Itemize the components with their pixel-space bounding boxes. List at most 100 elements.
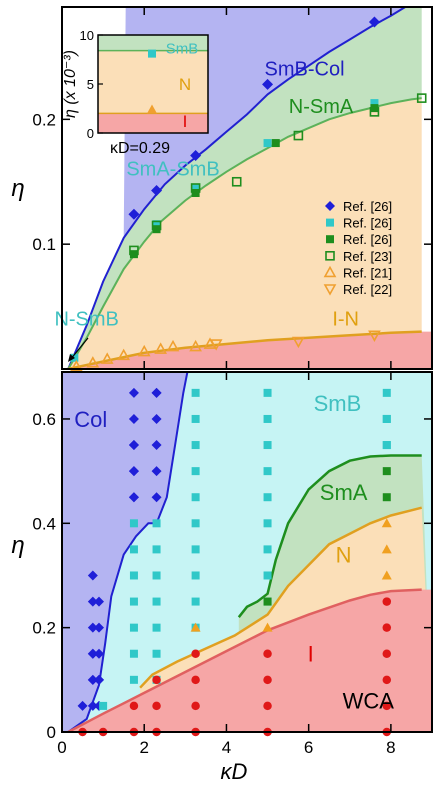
sma-region-top [68, 7, 422, 369]
bottom-point-s4-12 [263, 701, 272, 711]
legend-entry-1: Ref. [26] [343, 216, 392, 231]
top-point-s3-2 [190, 183, 201, 193]
top-point-s1-4 [370, 99, 379, 108]
bottom-region-label-0: Col [74, 407, 107, 432]
bottom-point-s1-5 [129, 571, 138, 580]
inset-isotropic-region [98, 113, 208, 133]
bottom-y-tick-label: 0.2 [32, 619, 56, 638]
top-point-s0-1 [151, 184, 163, 196]
inset-content: SmB NI [98, 41, 208, 131]
top-point-s2-3 [271, 139, 280, 148]
top-point-s5-2 [368, 330, 381, 342]
bottom-point-s4-8 [191, 701, 200, 711]
bottom-point-s2-0 [263, 597, 272, 606]
top-point-s4-1 [86, 356, 100, 368]
bottom-point-s1-10 [152, 597, 161, 606]
bottom-region-label-2: SmA [320, 480, 368, 505]
n-sma-boundary-line-bottom [237, 454, 422, 618]
inset-caption: κD=0.29 [110, 140, 170, 157]
bottom-point-s1-32 [263, 388, 272, 397]
bottom-point-s1-8 [152, 649, 161, 658]
bottom-point-s0-23 [151, 492, 162, 503]
legend-marker-0 [325, 201, 335, 211]
bottom-point-s1-7 [129, 519, 138, 528]
bottom-point-s1-19 [191, 493, 200, 502]
bottom-point-s0-11 [94, 622, 104, 633]
bottom-point-s0-0 [77, 700, 88, 711]
nematic-region-top [68, 98, 422, 369]
legend-entry-2: Ref. [26] [343, 232, 392, 247]
bottom-y-axis-label: η [11, 532, 24, 559]
bottom-point-s1-4 [129, 597, 138, 606]
inset-label-1: N [179, 75, 191, 94]
bottom-point-s0-8 [87, 674, 98, 685]
bottom-point-s3-1 [262, 622, 273, 632]
inset-tick-label: 5 [87, 77, 94, 92]
top-y-tick-label: 0.2 [32, 110, 56, 129]
top-region-label-3: N-SmB [54, 308, 118, 330]
bottom-point-s1-15 [191, 597, 200, 606]
legend-entry-3: Ref. [23] [343, 249, 392, 264]
bottom-data-points [77, 387, 392, 737]
bottom-y-tick-label: 0 [47, 723, 56, 742]
inset-point-1 [147, 104, 157, 114]
top-point-s4-0 [70, 359, 83, 372]
top-region-labels: SmB-Col N-SmA SmA-SmB N-SmB I-N [54, 59, 359, 362]
top-point-s0-2 [190, 150, 202, 162]
bottom-point-s0-20 [128, 440, 139, 451]
bottom-region-label-1: SmB [314, 391, 362, 416]
bottom-region-label-3: N [336, 542, 352, 567]
bottom-point-s1-9 [152, 623, 161, 632]
bottom-point-s1-38 [382, 414, 391, 423]
inset-nematic-region [98, 50, 208, 114]
bottom-point-s1-37 [382, 441, 391, 450]
bottom-point-s1-16 [191, 571, 200, 580]
isotropic-boundary-line-bottom [67, 588, 422, 732]
top-point-s0-3 [262, 78, 274, 90]
legend-marker-1 [326, 218, 334, 227]
bottom-point-s1-31 [263, 414, 272, 423]
bottom-point-s1-27 [263, 519, 272, 528]
bottom-point-s1-28 [263, 493, 272, 502]
i-n-boundary-line-bottom [139, 506, 423, 689]
bottom-point-s0-14 [94, 674, 104, 685]
bottom-point-s4-5 [152, 701, 161, 711]
top-point-s4-3 [117, 348, 131, 361]
inset-label-0: SmB [166, 41, 199, 58]
top-axis-ticks: 0.1 0.2 [32, 7, 432, 369]
bottom-region-labels: Col SmB SmA N I WCA [74, 391, 394, 713]
bottom-x-tick-label: 6 [304, 738, 313, 757]
inset-tick-label: 0 [87, 126, 94, 141]
inset-y-axis-label: η (x 10⁻³) [62, 50, 79, 118]
smb-col-boundary-line [67, 7, 408, 369]
bottom-point-s3-2 [381, 570, 392, 580]
col-smb-boundary-line [67, 372, 198, 732]
top-point-s1-2 [191, 184, 200, 192]
top-point-s3-3 [231, 176, 242, 187]
bottom-point-s1-25 [263, 571, 272, 580]
top-region-label-2: SmA-SmB [126, 159, 219, 181]
bottom-point-s1-13 [152, 519, 161, 528]
inset-tick-label: 10 [80, 28, 94, 43]
top-point-s4-5 [154, 342, 168, 354]
bottom-point-s1-3 [129, 623, 138, 632]
bottom-point-s1-11 [152, 571, 161, 580]
bottom-point-s2-1 [382, 493, 391, 502]
bottom-point-s4-9 [191, 675, 200, 685]
bottom-point-s4-6 [152, 675, 161, 685]
top-point-s4-6 [166, 339, 180, 352]
bottom-point-s0-5 [87, 596, 98, 607]
bottom-phase-regions [62, 372, 432, 732]
legend-marker-2 [326, 235, 334, 244]
bottom-point-s3-4 [381, 518, 392, 528]
bottom-point-s0-25 [151, 440, 162, 451]
col-region-bottom [62, 372, 198, 732]
bottom-point-s1-18 [191, 519, 200, 528]
bottom-point-s1-29 [263, 467, 272, 476]
n-smb-pointer-line [69, 337, 89, 361]
bottom-point-s4-19 [382, 623, 392, 632]
top-point-s4-7 [189, 339, 202, 352]
top-region-label-4: I-N [332, 308, 359, 330]
legend: Ref. [26]Ref. [26]Ref. [26]Ref. [23]Ref.… [318, 197, 418, 301]
bottom-point-s1-26 [263, 545, 272, 554]
